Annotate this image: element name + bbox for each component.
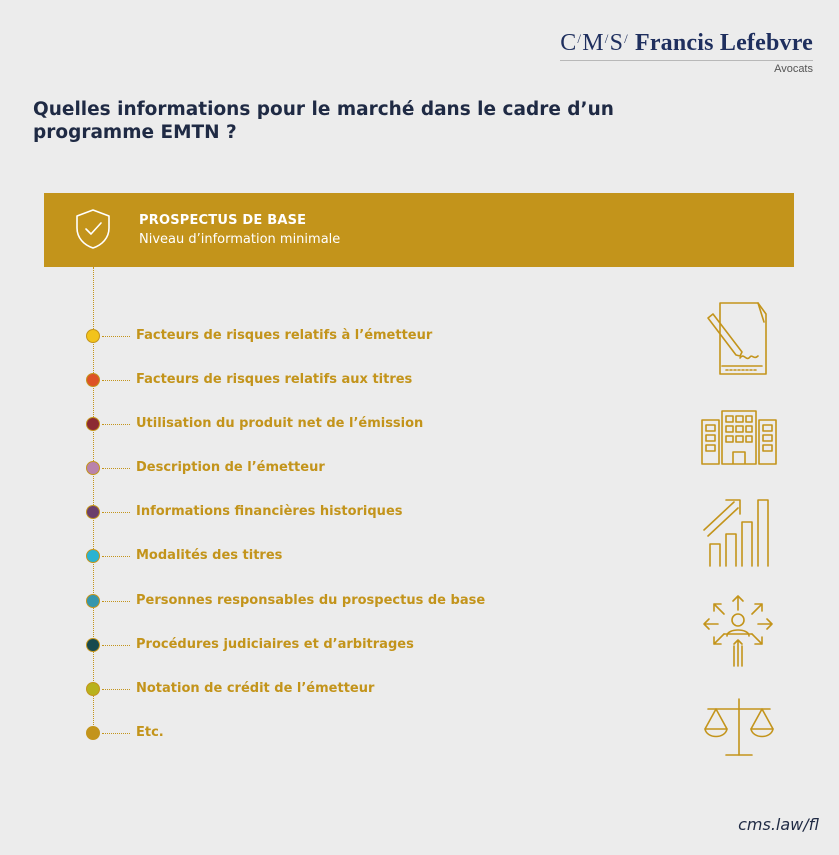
logo-name: Francis Lefebvre <box>634 30 813 56</box>
item-dot <box>86 373 100 387</box>
logo-subtitle: Avocats <box>774 63 813 75</box>
item-label: Personnes responsables du prospectus de … <box>136 593 486 608</box>
item-label: Notation de crédit de l’émetteur <box>136 681 375 696</box>
item-connector <box>102 733 130 734</box>
item-connector <box>102 468 130 469</box>
item-dot <box>86 594 100 608</box>
item-label: Utilisation du produit net de l’émission <box>136 416 424 431</box>
item-label: Facteurs de risques relatifs à l’émetteu… <box>136 328 433 343</box>
list-item: Description de l’émetteur <box>0 460 600 478</box>
item-connector <box>102 556 130 557</box>
item-dot <box>86 329 100 343</box>
list-item: Utilisation du produit net de l’émission <box>0 416 600 434</box>
list-item: Modalités des titres <box>0 548 600 566</box>
item-connector <box>102 689 130 690</box>
buildings-icon <box>701 410 777 465</box>
logo: C/M/S/Francis Lefebvre Avocats <box>560 30 813 75</box>
item-connector <box>102 380 130 381</box>
item-dot <box>86 461 100 475</box>
item-dot <box>86 505 100 519</box>
item-connector <box>102 601 130 602</box>
logo-mark: C/M/S/Francis Lefebvre <box>560 30 813 57</box>
banner-subtitle: Niveau d’information minimale <box>139 232 341 247</box>
shield-check-icon <box>76 209 110 249</box>
item-dot <box>86 726 100 740</box>
logo-letter-c: C <box>560 30 577 56</box>
logo-letter-s: S <box>609 30 624 56</box>
item-connector <box>102 645 130 646</box>
people-network-icon <box>703 595 773 667</box>
list-item: Informations financières historiques <box>0 504 600 522</box>
footer-url: cms.law/fl <box>738 815 819 834</box>
item-dot <box>86 417 100 431</box>
item-dot <box>86 638 100 652</box>
item-dot <box>86 549 100 563</box>
logo-slash-3: / <box>624 31 628 46</box>
item-label: Etc. <box>136 725 164 740</box>
list-item: Etc. <box>0 725 600 743</box>
item-label: Informations financières historiques <box>136 504 403 519</box>
timeline-line <box>93 267 94 737</box>
item-label: Facteurs de risques relatifs aux titres <box>136 372 413 387</box>
item-label: Description de l’émetteur <box>136 460 325 475</box>
list-item: Facteurs de risques relatifs aux titres <box>0 372 600 390</box>
list-item: Notation de crédit de l’émetteur <box>0 681 600 699</box>
scales-icon <box>704 698 774 756</box>
item-connector <box>102 336 130 337</box>
logo-slash-1: / <box>577 31 582 46</box>
list-item: Personnes responsables du prospectus de … <box>0 593 600 611</box>
prospectus-banner: PROSPECTUS DE BASE Niveau d’information … <box>44 193 794 267</box>
page-title: Quelles informations pour le marché dans… <box>33 99 614 143</box>
growth-chart-icon <box>703 499 769 567</box>
logo-slash-2: / <box>604 31 609 46</box>
item-dot <box>86 682 100 696</box>
item-connector <box>102 512 130 513</box>
list-item: Facteurs de risques relatifs à l’émetteu… <box>0 328 600 346</box>
item-connector <box>102 424 130 425</box>
logo-divider <box>560 60 813 61</box>
signed-document-icon <box>707 302 767 375</box>
item-label: Modalités des titres <box>136 548 283 563</box>
list-item: Procédures judiciaires et d’arbitrages <box>0 637 600 655</box>
item-label: Procédures judiciaires et d’arbitrages <box>136 637 414 652</box>
logo-letter-m: M <box>582 30 604 56</box>
banner-title: PROSPECTUS DE BASE <box>139 213 307 228</box>
